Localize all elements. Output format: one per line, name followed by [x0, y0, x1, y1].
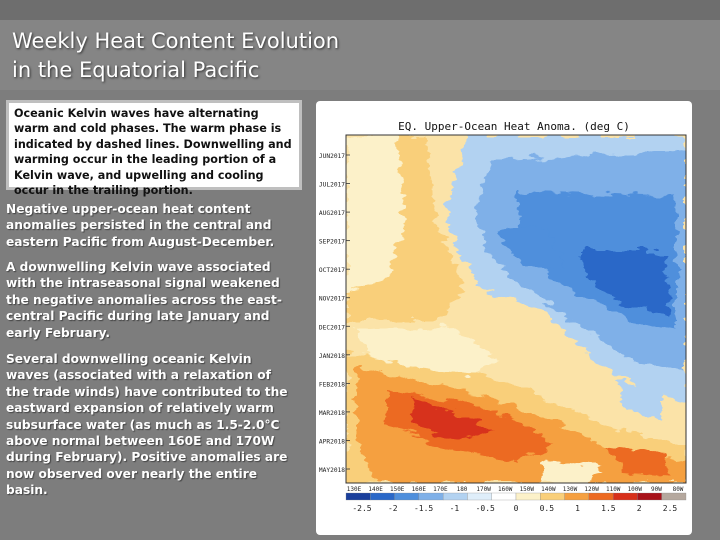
x-tick-label: 130W — [563, 486, 578, 493]
y-tick-label: MAR2018 — [319, 410, 345, 417]
colorbar-tick-label: -2.5 — [352, 504, 371, 513]
colorbar-tick-label: 1 — [575, 504, 580, 513]
x-tick-label: 140W — [541, 486, 556, 493]
colorbar-swatch — [467, 492, 492, 501]
colorbar-swatch — [564, 492, 590, 501]
colorbar-tick-label: -1 — [450, 504, 460, 513]
y-tick-label: JUL2017 — [319, 182, 345, 189]
kelvin-wave-note: Oceanic Kelvin waves have alternating wa… — [6, 100, 302, 197]
paragraph-downwelling-kelvin-wave: A downwelling Kelvin wave associated wit… — [6, 260, 282, 340]
y-tick-label: FEB2018 — [319, 381, 345, 388]
y-tick-label: NOV2017 — [319, 296, 345, 303]
colorbar-tick-label: -1.5 — [414, 504, 433, 513]
colorbar-swatch — [370, 492, 395, 501]
y-tick-label: JAN2018 — [319, 353, 345, 360]
colorbar-swatch — [612, 492, 638, 501]
y-tick-label: AUG2017 — [319, 210, 345, 217]
hovmoller-chart: EQ. Upper-Ocean Heat Anoma. (deg C) — [319, 120, 687, 513]
colorbar-swatch — [515, 492, 541, 501]
y-axis: JUN2017 JUL2017 AUG2017 SEP2017 OCT2017 NOV20… — [319, 153, 350, 474]
x-tick-label: 90W — [651, 486, 662, 493]
colorbar-swatch — [394, 492, 420, 501]
x-tick-label: 170E — [433, 486, 448, 493]
y-tick-label: SEP2017 — [319, 239, 345, 246]
x-tick-label: 110W — [606, 486, 621, 493]
colorbar-tick-label: 0 — [514, 504, 519, 513]
colorbar-swatch — [345, 492, 371, 501]
x-tick-label: 100W — [628, 486, 643, 493]
y-tick-label: OCT2017 — [319, 267, 345, 274]
x-tick-label: 80W — [673, 486, 684, 493]
heat-anomaly-field — [346, 135, 686, 483]
x-axis: 130E 140E 150E 160E 170E 180 170W 160W 150W 140W 1… — [347, 486, 684, 493]
paragraph-eastward-expansion: Several downwelling oceanic Kelvin waves… — [6, 352, 288, 498]
colorbar-tick-label: 0.5 — [540, 504, 555, 513]
title-bar — [0, 20, 720, 90]
top-bar — [0, 0, 720, 20]
colorbar-tick-label: -2 — [388, 504, 398, 513]
x-tick-label: 120W — [584, 486, 599, 493]
y-tick-label: APR2018 — [319, 438, 345, 445]
colorbar-swatch — [418, 492, 444, 501]
x-tick-label: 130E — [347, 486, 362, 493]
colorbar-swatch — [442, 492, 468, 501]
x-tick-label: 160E — [412, 486, 427, 493]
colorbar-tick-label: -0.5 — [476, 504, 495, 513]
colorbar-swatch — [637, 492, 662, 501]
x-tick-label: 150E — [390, 486, 405, 493]
colorbar-swatch — [588, 492, 614, 501]
x-tick-label: 140E — [368, 486, 383, 493]
y-tick-label: DEC2017 — [319, 324, 345, 331]
x-tick-label: 150W — [520, 486, 535, 493]
colorbar: -2.5 -2 -1.5 -1 -0.5 0 0.5 1 1.5 2 2.5 — [345, 492, 687, 513]
hovmoller-chart-card: EQ. Upper-Ocean Heat Anoma. (deg C) — [316, 101, 692, 535]
colorbar-swatch — [661, 492, 687, 501]
y-tick-label: JUN2017 — [319, 153, 345, 160]
colorbar-swatch — [540, 492, 565, 501]
chart-title: EQ. Upper-Ocean Heat Anoma. (deg C) — [398, 120, 630, 133]
colorbar-tick-label: 2.5 — [663, 504, 678, 513]
x-tick-label: 180 — [457, 486, 468, 493]
y-tick-label: MAY2018 — [319, 467, 345, 474]
slide-title: Weekly Heat Content Evolution in the Equ… — [12, 29, 340, 82]
colorbar-tick-label: 1.5 — [601, 504, 616, 513]
paragraph-negative-anomalies: Negative upper-ocean heat content anomal… — [6, 202, 275, 249]
colorbar-swatch — [491, 492, 517, 501]
colorbar-tick-label: 2 — [637, 504, 642, 513]
x-tick-label: 160W — [498, 486, 513, 493]
x-tick-label: 170W — [476, 486, 491, 493]
